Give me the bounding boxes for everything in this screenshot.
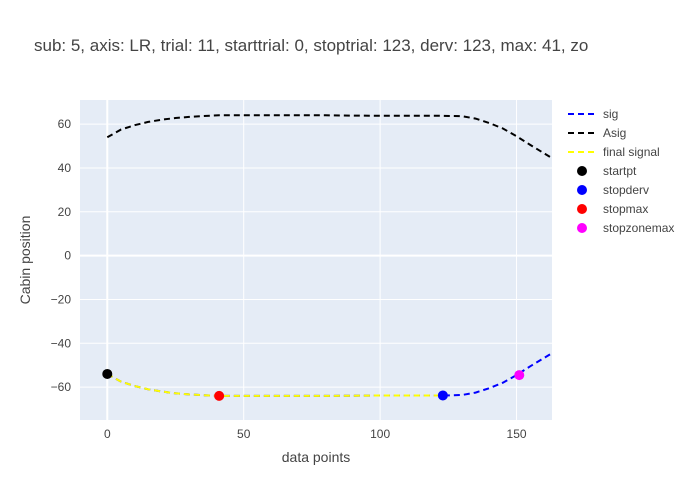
legend-label[interactable]: stopmax — [603, 202, 648, 216]
legend-label[interactable]: stopzonemax — [603, 221, 674, 235]
gridlines — [80, 100, 552, 420]
y-tick-label: −20 — [51, 292, 72, 306]
y-tick-label: −40 — [51, 336, 72, 350]
marker-startpt — [102, 368, 113, 379]
x-axis-ticks: 0 50 100 150 — [104, 427, 527, 441]
legend-swatch — [577, 223, 587, 233]
marker-stopzonemax — [514, 370, 525, 381]
x-axis-label: data points — [282, 449, 351, 465]
x-tick-label: 50 — [237, 427, 251, 441]
y-axis-label: Cabin position — [17, 216, 33, 305]
y-tick-label: −60 — [51, 380, 72, 394]
series-lines — [106, 114, 552, 397]
y-axis-ticks: −60 −40 −20 0 20 40 60 — [51, 117, 72, 394]
series-line-Asig — [106, 114, 552, 159]
plot-area — [80, 100, 552, 420]
legend-label[interactable]: Asig — [603, 126, 626, 140]
legend[interactable]: sig Asig final signal startpt stopderv stopma… — [568, 107, 674, 235]
legend-swatch — [577, 166, 587, 176]
y-tick-label: 60 — [58, 117, 72, 131]
y-tick-label: 20 — [58, 205, 72, 219]
x-tick-label: 100 — [370, 427, 390, 441]
y-tick-label: 0 — [64, 249, 71, 263]
legend-label[interactable]: final signal — [603, 145, 660, 159]
series-line-final-signal — [106, 373, 443, 397]
legend-label[interactable]: sig — [603, 107, 618, 121]
legend-swatch — [577, 204, 587, 214]
y-tick-label: 40 — [58, 161, 72, 175]
legend-label[interactable]: stopderv — [603, 183, 649, 197]
marker-stopmax — [214, 390, 225, 401]
x-tick-label: 0 — [104, 427, 111, 441]
series-markers — [102, 368, 525, 401]
legend-label[interactable]: startpt — [603, 164, 637, 178]
legend-swatch — [577, 185, 587, 195]
marker-stopderv — [437, 390, 448, 401]
chart-title: sub: 5, axis: LR, trial: 11, starttrial:… — [34, 36, 588, 55]
x-tick-label: 150 — [507, 427, 527, 441]
